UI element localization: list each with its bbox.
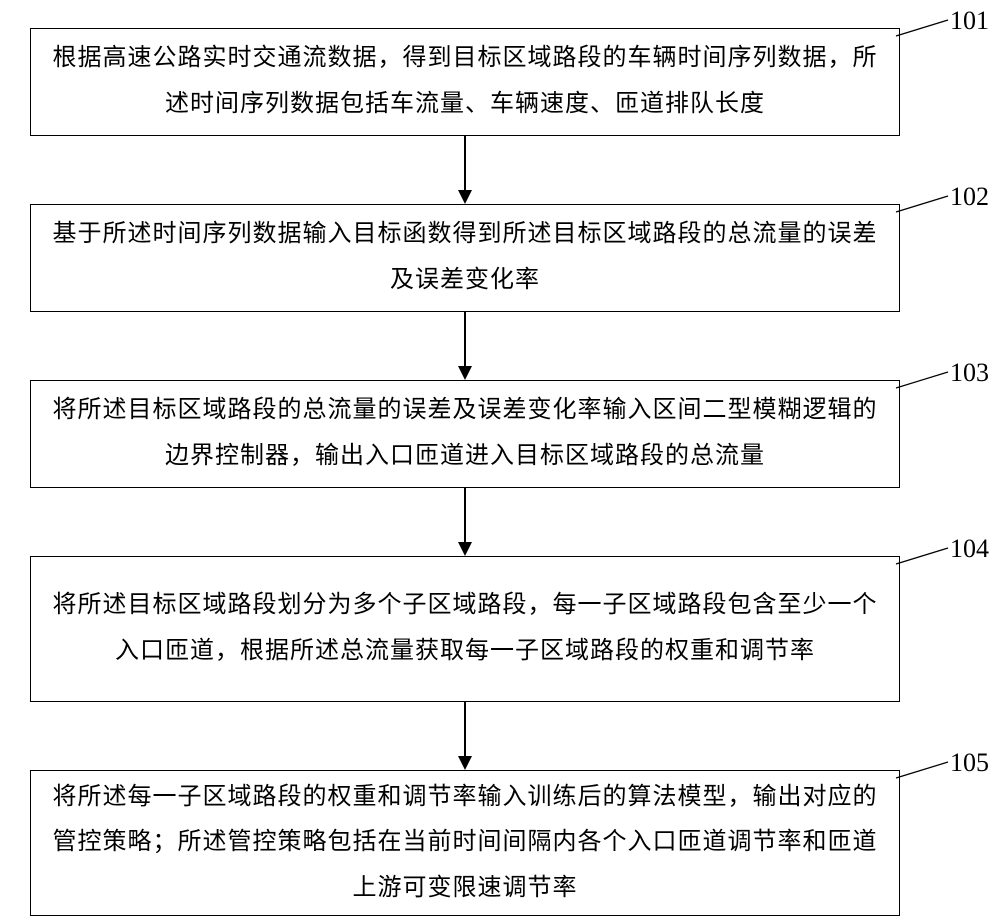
- flowchart-canvas: 根据高速公路实时交通流数据，得到目标区域路段的车辆时间序列数据，所述时间序列数据…: [0, 0, 1000, 916]
- leader-line-105: [0, 0, 1000, 916]
- step-label-105: 105: [950, 748, 989, 778]
